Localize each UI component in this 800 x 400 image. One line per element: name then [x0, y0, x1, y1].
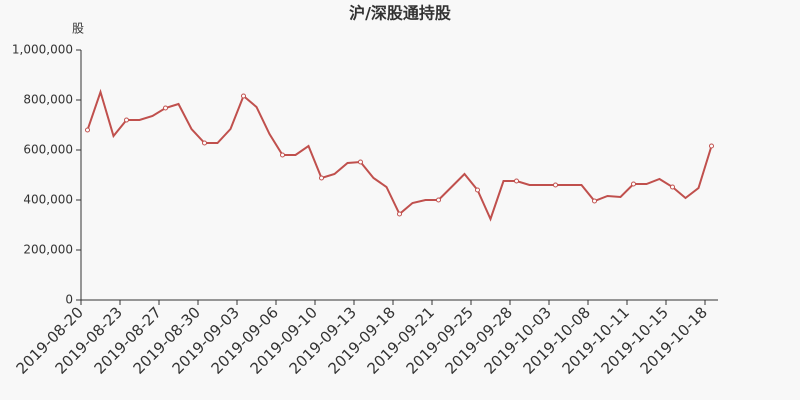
point-marker	[397, 211, 402, 217]
point-marker	[475, 187, 480, 193]
point-marker	[631, 181, 636, 187]
point-marker	[241, 93, 246, 99]
y-tick-label: 0	[65, 293, 73, 307]
y-axis-label: 股	[72, 22, 84, 36]
point-marker	[670, 184, 675, 190]
chart-title: 沪/深股通持股	[349, 4, 452, 23]
point-marker	[709, 143, 714, 149]
point-marker	[319, 175, 324, 181]
point-marker	[592, 198, 597, 204]
point-marker	[436, 197, 441, 203]
y-tick-label: 400,000	[23, 193, 73, 207]
point-marker	[124, 117, 129, 123]
y-tick-label: 800,000	[23, 93, 73, 107]
point-marker	[553, 182, 558, 188]
point-marker	[202, 140, 207, 146]
y-tick-label: 600,000	[23, 143, 73, 157]
y-tick-label: 200,000	[23, 243, 73, 257]
point-marker	[514, 178, 519, 184]
point-marker	[163, 105, 168, 111]
point-marker	[358, 159, 363, 165]
point-marker	[280, 152, 285, 158]
point-marker	[85, 127, 90, 133]
y-tick-label: 1,000,000	[12, 43, 73, 57]
